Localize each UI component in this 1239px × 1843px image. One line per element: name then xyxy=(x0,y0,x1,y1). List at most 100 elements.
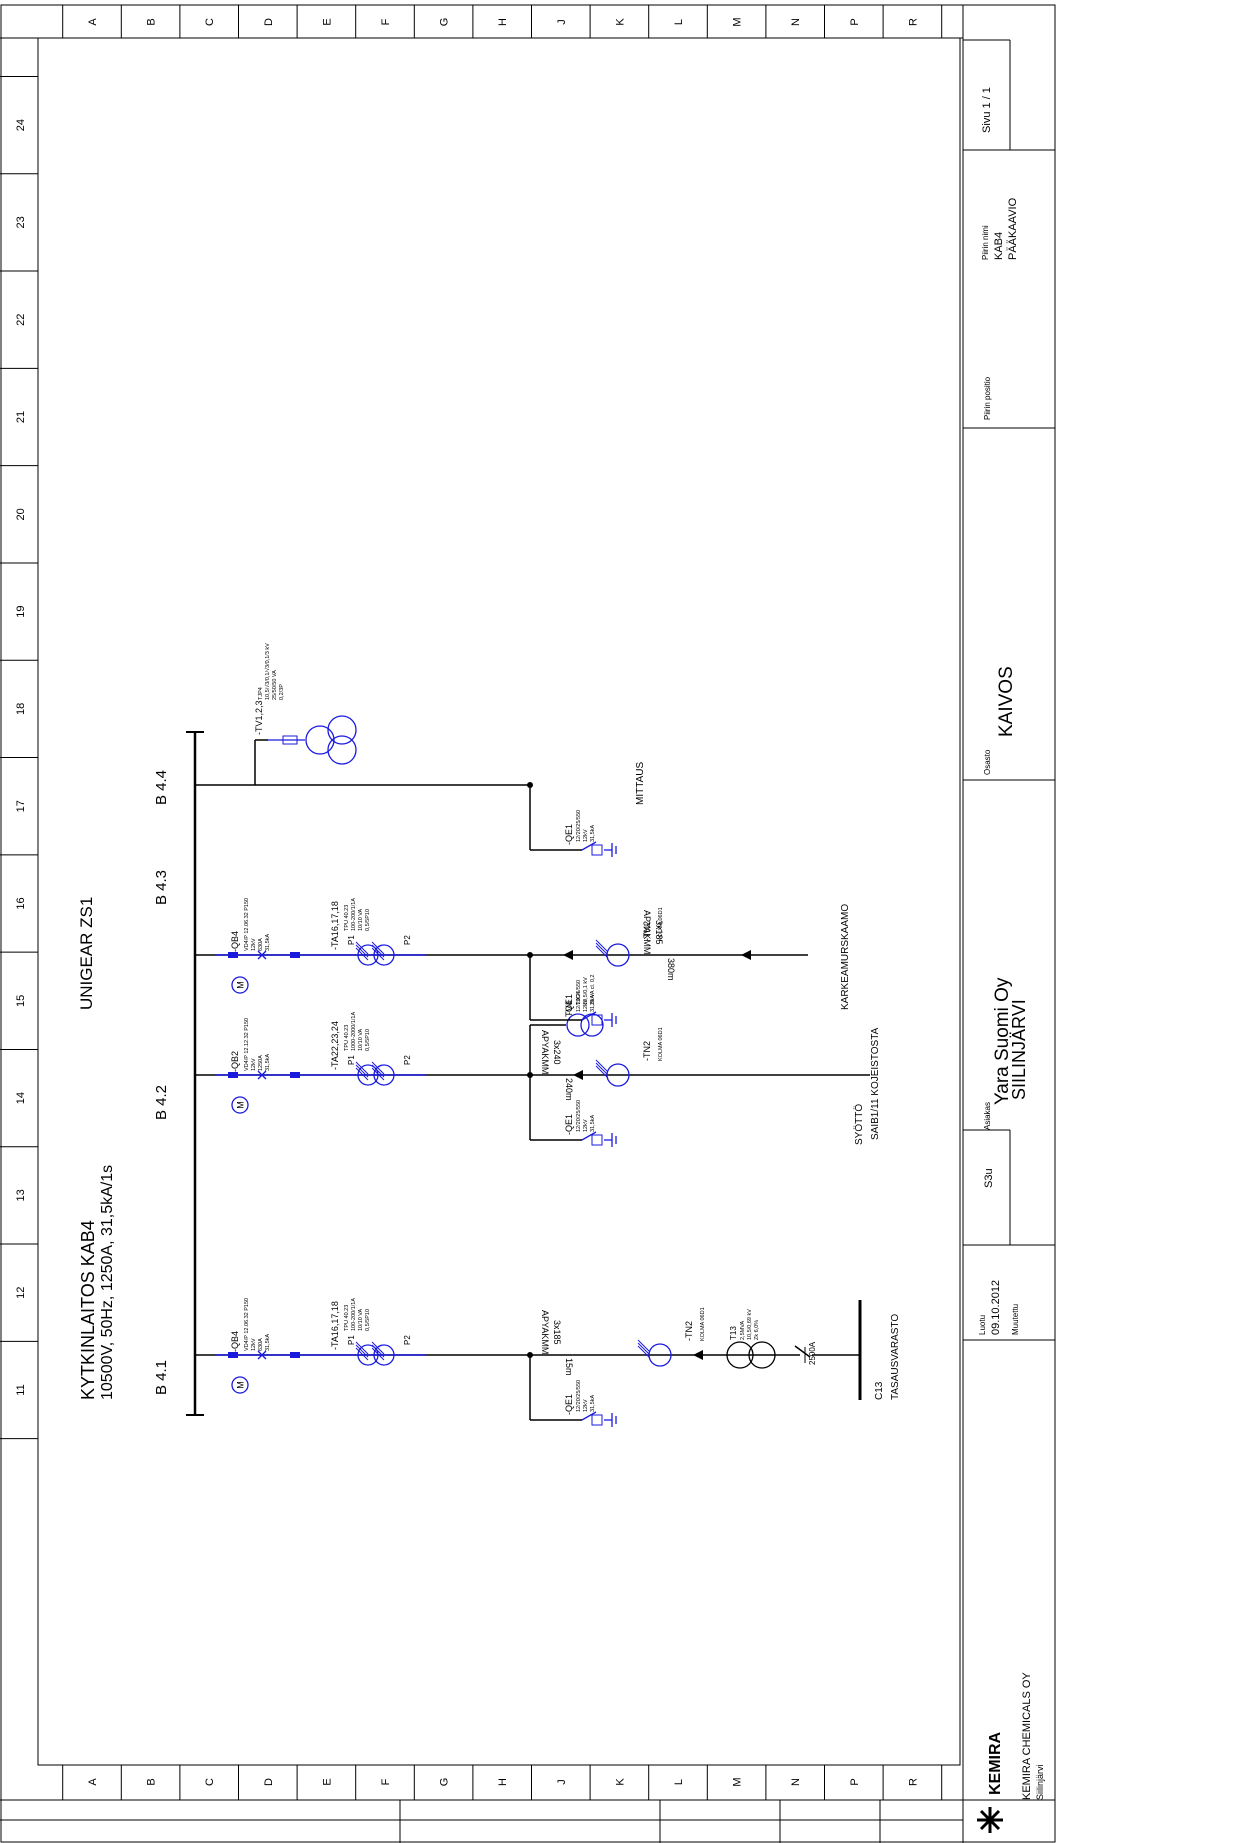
hash xyxy=(355,1064,369,1078)
spec-text: 12kV xyxy=(583,1119,589,1132)
breaker-tag: -QB2 xyxy=(230,1051,240,1072)
arrow xyxy=(693,1350,703,1360)
spec-text: 10,5/√3/0,1/√3/0,1/3 kV xyxy=(264,643,271,700)
spec-text: TPU 40.23 xyxy=(344,1025,350,1051)
row-label: 15 xyxy=(15,995,27,1007)
breaker-tag: -QB4 xyxy=(230,931,240,952)
breaker-tag: -QB4 xyxy=(230,1331,240,1352)
column-label: R xyxy=(907,1778,919,1786)
spec-text: 10/10 VA xyxy=(358,1308,364,1331)
earth-switch xyxy=(581,1411,597,1421)
column-label: L xyxy=(673,1779,685,1785)
column-label: K xyxy=(614,18,626,26)
ct-terminal: P1 xyxy=(347,1335,356,1345)
column-label: K xyxy=(614,1778,626,1786)
cable-type: APYAKMM xyxy=(540,1310,550,1354)
spec-text: 1000-2000/1/1A xyxy=(351,1012,357,1051)
cable-type: APYAKMM xyxy=(642,910,652,954)
motor-label: M xyxy=(236,981,246,989)
hash xyxy=(371,1344,385,1358)
spec-text: TJP4 xyxy=(258,687,264,700)
field-label: Asiakas xyxy=(983,1102,992,1130)
column-label: C xyxy=(204,1778,216,1786)
row-label: 23 xyxy=(15,216,27,228)
hash xyxy=(595,939,609,953)
transformer-winding xyxy=(726,1341,754,1369)
vt-winding xyxy=(327,715,357,745)
ct-terminal: P1 xyxy=(347,935,356,945)
cable-type: APYAKMM xyxy=(540,1030,550,1074)
ct-core xyxy=(373,1344,395,1366)
hash xyxy=(371,1064,385,1078)
drawing-name: PÄÄKAAVIO xyxy=(1007,197,1019,260)
hash xyxy=(355,1347,369,1361)
earth-switch xyxy=(581,1011,597,1021)
earth-switch xyxy=(581,1131,597,1141)
spec-text: 12/20/25/550 xyxy=(576,1380,582,1412)
spec-text: 630A xyxy=(258,938,264,951)
column-label: R xyxy=(907,18,919,26)
switch-rating: 2500A xyxy=(808,1341,817,1365)
hash xyxy=(595,942,609,956)
row-label: 16 xyxy=(15,897,27,909)
column-label: H xyxy=(497,1778,509,1786)
spec-text: 12kV xyxy=(251,1338,257,1351)
spec-text: 31,5kA xyxy=(265,934,271,951)
spec-text: 2,5MVA xyxy=(740,1321,746,1340)
row-label: 13 xyxy=(15,1189,27,1201)
vt-winding xyxy=(305,725,335,755)
spec-text: 12kV xyxy=(251,938,257,951)
spec-text: 12kV xyxy=(583,1399,589,1412)
hash xyxy=(355,941,369,955)
bay-label: B 4.2 xyxy=(153,1085,170,1120)
spec-text: 0,2/3P xyxy=(279,684,285,700)
spec-text: KOLMA 06D1 xyxy=(658,1027,664,1061)
ct-core xyxy=(373,1064,395,1086)
field-label: Muutettu xyxy=(1011,1304,1020,1335)
column-label: F xyxy=(380,18,392,25)
spec-text: 12kV xyxy=(583,829,589,842)
hash xyxy=(371,1347,385,1361)
hash xyxy=(355,944,369,958)
motor-symbol xyxy=(231,976,249,994)
transformer-winding xyxy=(748,1341,776,1369)
column-label: F xyxy=(380,1778,392,1785)
hash xyxy=(637,1342,651,1356)
cable-size: 3x185 xyxy=(654,920,664,945)
vt-tag: -TV1,2,3 xyxy=(254,700,264,735)
hash xyxy=(371,944,385,958)
spec-text: 12/20/25/550 xyxy=(576,1100,582,1132)
hash xyxy=(355,1344,369,1358)
breaker-symbol xyxy=(257,1070,267,1080)
ct-tag: -TA16,17,18 xyxy=(330,901,340,950)
column-label: N xyxy=(790,1778,802,1786)
switchgear: UNIGEAR ZS1 xyxy=(77,897,96,1010)
breaker-symbol xyxy=(257,950,267,960)
column-label: L xyxy=(673,19,685,25)
motor-label: M xyxy=(236,1381,246,1389)
spec-text: 0,5/5P10 xyxy=(365,909,371,931)
column-label: M xyxy=(732,17,744,26)
spec-text: 12/20/25/550 xyxy=(576,810,582,842)
column-label: A xyxy=(87,18,99,26)
current-sensor xyxy=(606,1063,630,1087)
spec-text: VD4/P 12.06.32 P150 xyxy=(244,898,250,951)
spec-text: 12/20/25/550 xyxy=(576,980,582,1012)
ct-terminal: P2 xyxy=(403,1055,412,1065)
spec-text: 0,5/5P10 xyxy=(365,1309,371,1331)
column-label: E xyxy=(321,18,333,25)
ct-core xyxy=(357,1344,379,1366)
sensor-tag: -TN2 xyxy=(684,1321,694,1341)
spec-text: VD4/P 12.12.32 P150 xyxy=(244,1018,250,1071)
department: KAIVOS xyxy=(996,666,1017,737)
cable-length: 380m xyxy=(666,958,676,981)
hash xyxy=(637,1339,651,1353)
spec-text: 0,5/5P10 xyxy=(365,1029,371,1051)
hash xyxy=(637,1345,651,1359)
spec-text: 100-200/1/1A xyxy=(351,898,357,931)
spec-text: TPU 40.23 xyxy=(344,1305,350,1331)
hash xyxy=(355,1067,369,1081)
